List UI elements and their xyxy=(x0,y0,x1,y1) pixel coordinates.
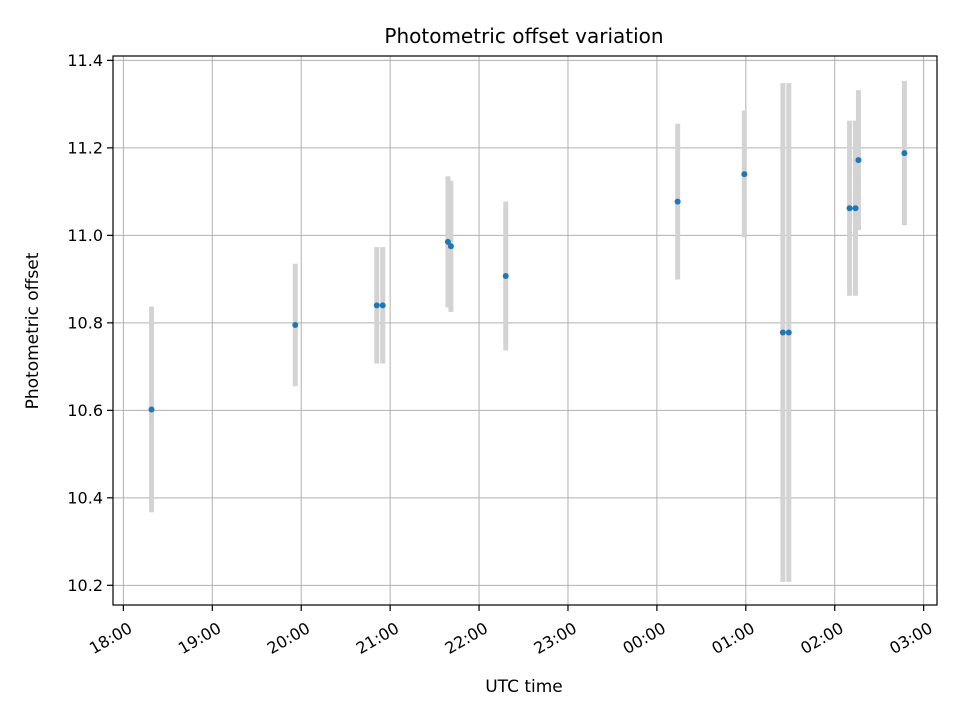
data-point xyxy=(292,322,299,329)
y-tick-label: 10.6 xyxy=(67,401,103,420)
y-tick-label: 11.2 xyxy=(67,138,103,157)
data-point xyxy=(444,238,451,245)
data-point xyxy=(846,205,853,212)
data-point xyxy=(779,329,786,336)
y-tick-label: 11.0 xyxy=(67,226,103,245)
y-axis-ticks: 10.2 10.4 10.6 10.8 11.0 11.2 11.4 xyxy=(67,51,113,595)
data-point xyxy=(148,406,155,413)
y-tick-label: 11.4 xyxy=(67,51,103,70)
plot-area-frame xyxy=(112,55,938,606)
data-point xyxy=(379,302,386,309)
data-point xyxy=(855,157,862,164)
data-point xyxy=(373,302,380,309)
data-point xyxy=(901,150,908,157)
data-points xyxy=(148,150,908,413)
y-tick-label: 10.2 xyxy=(67,576,103,595)
y-tick-label: 10.8 xyxy=(67,313,103,332)
data-point xyxy=(852,205,859,212)
chart-title: Photometric offset variation xyxy=(384,24,663,48)
x-axis-title: UTC time xyxy=(485,677,563,697)
data-point xyxy=(785,329,792,336)
y-axis-title: Photometric offset xyxy=(23,252,43,409)
data-point xyxy=(447,243,454,250)
y-tick-label: 10.4 xyxy=(67,488,103,507)
grid xyxy=(113,56,937,605)
data-point xyxy=(502,273,509,280)
data-point xyxy=(741,171,748,178)
data-point xyxy=(674,198,681,205)
